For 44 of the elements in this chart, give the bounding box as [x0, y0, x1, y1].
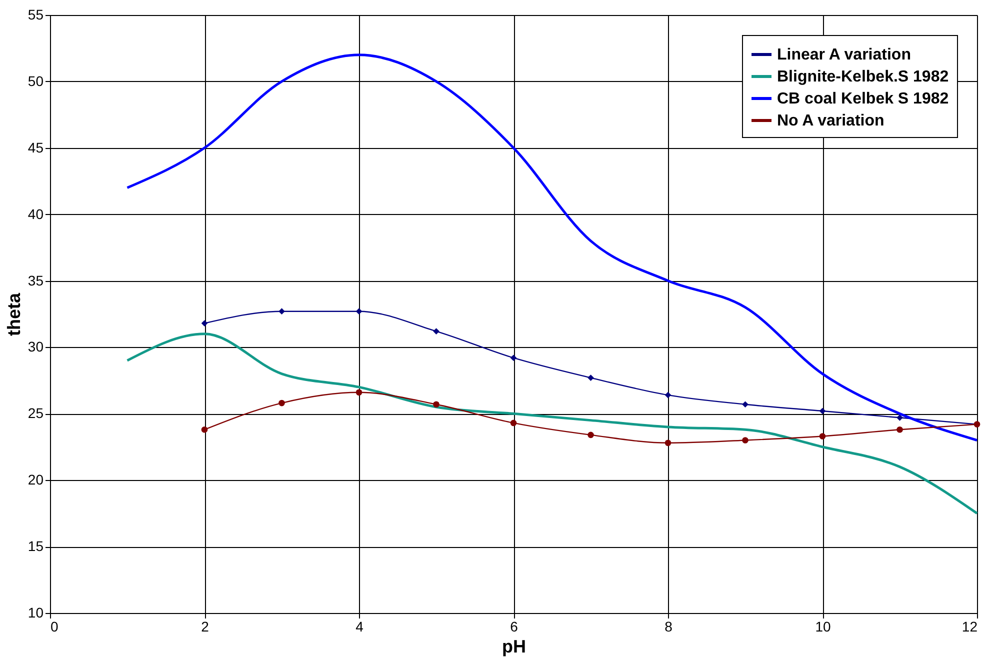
- x-tick-label: 6: [510, 618, 518, 634]
- x-tick-label: 4: [356, 618, 364, 634]
- legend-label: CB coal Kelbek S 1982: [777, 90, 949, 108]
- y-tick-label: 10: [28, 604, 44, 620]
- point: [356, 308, 362, 315]
- point: [664, 392, 672, 398]
- point: [433, 401, 440, 408]
- line-series: [126, 332, 978, 515]
- point: [819, 433, 826, 440]
- point: [742, 437, 748, 444]
- point: [510, 354, 517, 362]
- y-tick-label: 35: [28, 272, 44, 288]
- y-tick-label: 45: [28, 139, 44, 156]
- point: [510, 420, 517, 426]
- x-axis-title: pH: [502, 636, 526, 656]
- x-tick-label: 8: [664, 618, 673, 634]
- point: [433, 328, 440, 334]
- legend-label: Linear A variation: [777, 46, 911, 64]
- y-tick-label: 40: [28, 206, 44, 222]
- x-tick-label: 10: [815, 618, 831, 634]
- point: [896, 414, 903, 421]
- x-tick-label: 12: [962, 618, 978, 634]
- point: [588, 374, 594, 381]
- y-tick-label: 15: [28, 538, 44, 554]
- y-tick-label: 20: [28, 472, 44, 488]
- point: [356, 389, 362, 396]
- point: [278, 308, 285, 315]
- point: [278, 400, 285, 406]
- point: [201, 320, 208, 326]
- legend-label: Blignite-Kelbek.S 1982: [777, 68, 949, 86]
- y-axis-title: theta: [4, 292, 24, 336]
- point: [664, 440, 672, 446]
- point: [201, 426, 208, 433]
- y-tick-label: 30: [28, 338, 44, 355]
- point: [896, 426, 903, 433]
- point: [819, 408, 826, 414]
- x-tick-label: 2: [201, 618, 210, 634]
- legend-label: No A variation: [777, 112, 884, 130]
- x-tick-label: 0: [50, 618, 58, 634]
- point: [588, 432, 594, 438]
- point: [742, 401, 748, 408]
- y-tick-label: 55: [28, 6, 44, 22]
- y-tick-label: 25: [28, 405, 44, 422]
- y-tick-label: 50: [28, 72, 44, 89]
